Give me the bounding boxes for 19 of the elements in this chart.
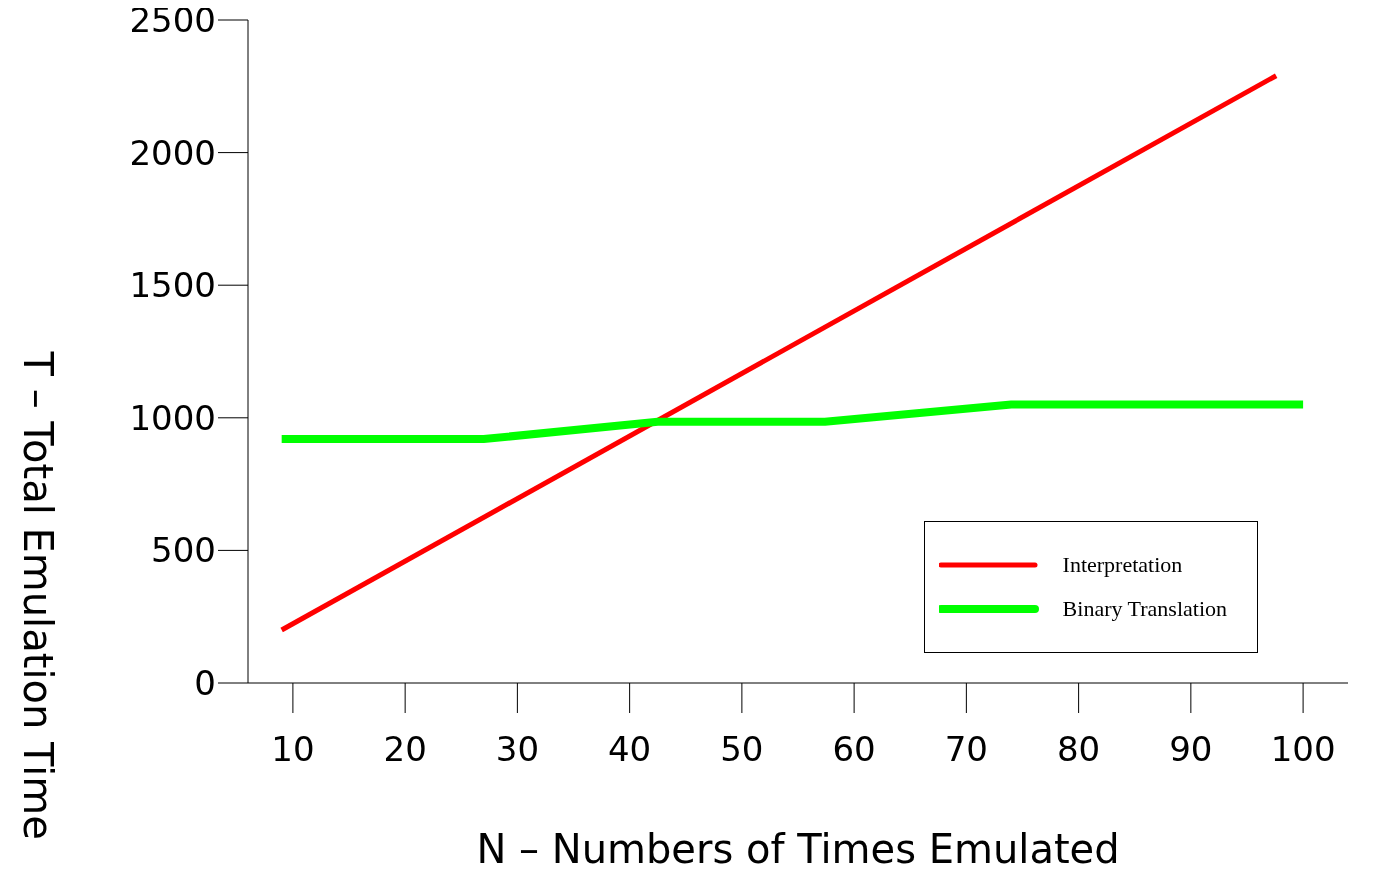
y-axis-title: T – Total Emulation Time (14, 350, 61, 840)
x-axis-title: N – Numbers of Times Emulated (476, 826, 1120, 872)
x-tick-label: 20 (383, 729, 427, 770)
legend-label: Binary Translation (1062, 596, 1227, 622)
x-tick-label: 90 (1169, 729, 1213, 770)
x-tick-label: 10 (271, 729, 315, 770)
x-tick-label: 100 (1270, 729, 1336, 770)
x-tick-label: 50 (720, 729, 764, 770)
x-tick-label: 60 (832, 729, 876, 770)
y-tick-label: 1500 (129, 265, 216, 306)
legend-label: Interpretation (1062, 552, 1183, 578)
x-tick-label: 40 (608, 729, 652, 770)
x-tick-label: 30 (495, 729, 540, 770)
x-tick-label: 70 (944, 729, 988, 770)
y-tick-label: 500 (151, 530, 216, 571)
x-tick-label: 80 (1056, 729, 1101, 770)
y-tick-label: 2000 (129, 132, 216, 173)
y-tick-label: 1000 (129, 397, 216, 438)
y-tick-label: 0 (194, 663, 216, 704)
